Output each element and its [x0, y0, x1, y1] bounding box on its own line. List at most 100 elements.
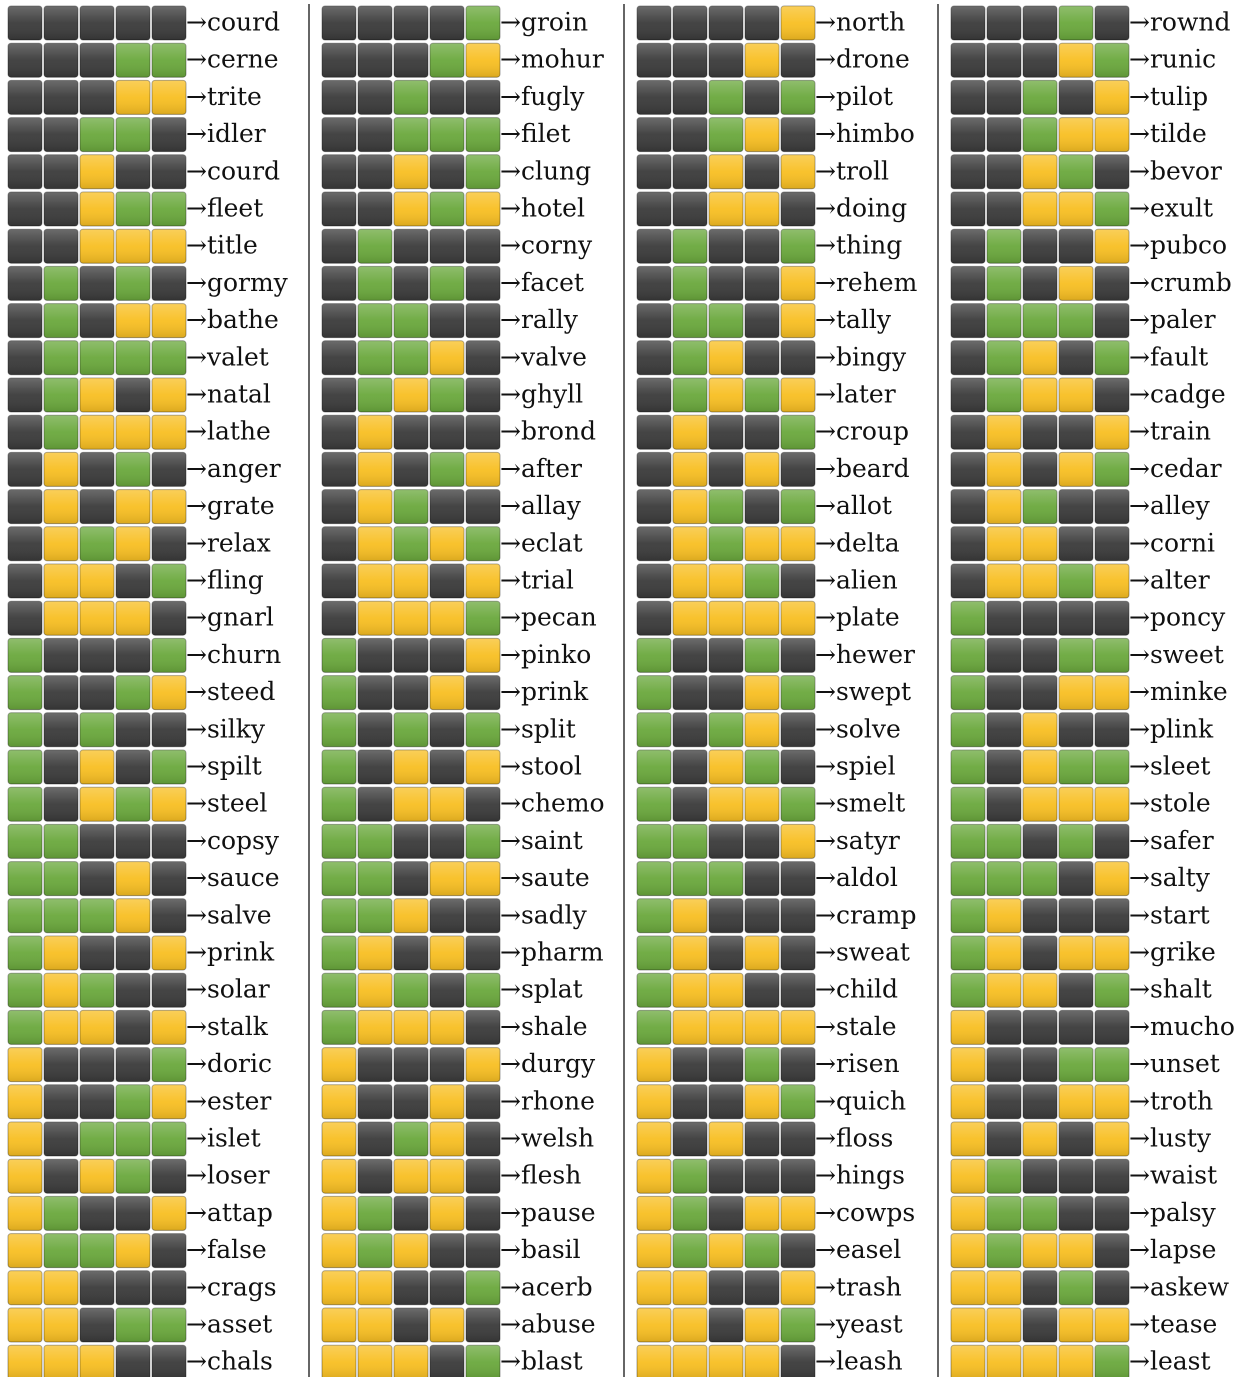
tile-shine: [951, 1308, 985, 1342]
word: →waist: [1129, 1161, 1217, 1190]
tile-shine: [358, 378, 392, 412]
tile-shine: [1023, 601, 1057, 636]
tile-shine: [745, 1084, 779, 1119]
tile-shine: [80, 1159, 114, 1194]
tile-shine: [1023, 1196, 1057, 1231]
tile-shine: [358, 824, 392, 859]
word: →train: [1129, 417, 1211, 446]
tile-shine: [466, 936, 500, 970]
tile-shine: [781, 1010, 815, 1045]
word: →pause: [500, 1198, 596, 1227]
tile-shine: [951, 1047, 985, 1082]
tile-shine: [637, 824, 671, 859]
tile-shine: [781, 824, 815, 859]
tile-shine: [8, 526, 42, 561]
word: →pinko: [500, 640, 591, 669]
tile-shine: [8, 154, 42, 189]
tile-shine: [1059, 266, 1093, 301]
tile-shine: [745, 340, 779, 375]
tile-shine: [8, 266, 42, 301]
tile-shine: [1095, 750, 1129, 784]
tile-shine: [80, 154, 114, 189]
word: →later: [815, 380, 896, 409]
tile-shine: [394, 1308, 428, 1342]
tile-shine: [466, 117, 500, 152]
tile-shine: [430, 117, 464, 152]
tile-shine: [781, 1159, 815, 1194]
tile-shine: [781, 378, 815, 412]
tile-shine: [116, 1308, 150, 1342]
tile-shine: [322, 1122, 356, 1156]
tile-shine: [394, 1084, 428, 1119]
tile-shine: [152, 340, 186, 375]
tile-shine: [80, 675, 114, 710]
tile-shine: [44, 489, 78, 524]
tile-shine: [152, 861, 186, 896]
word: →relax: [186, 528, 271, 557]
tile-shine: [152, 526, 186, 561]
tile-shine: [951, 787, 985, 822]
tile-shine: [1095, 898, 1129, 933]
tile-shine: [8, 1308, 42, 1342]
tile-shine: [1023, 1010, 1057, 1045]
word: →corny: [500, 231, 593, 260]
tile-shine: [358, 1047, 392, 1082]
word: →corni: [1129, 528, 1215, 557]
tile-shine: [781, 303, 815, 338]
tile-shine: [709, 6, 743, 40]
word: →cadge: [1129, 380, 1226, 409]
tile-shine: [44, 936, 78, 970]
word: →himbo: [815, 119, 915, 148]
tile-shine: [80, 526, 114, 561]
tile-shine: [1059, 192, 1093, 226]
tile-shine: [152, 638, 186, 673]
tile-shine: [1023, 1270, 1057, 1305]
tile-shine: [358, 898, 392, 933]
tile-shine: [80, 1308, 114, 1342]
word: →gnarl: [186, 603, 274, 632]
tile-shine: [637, 1122, 671, 1156]
tile-shine: [394, 80, 428, 115]
tile-shine: [8, 973, 42, 1008]
word: →saute: [500, 863, 590, 892]
tile-shine: [80, 936, 114, 970]
tile-shine: [358, 6, 392, 40]
tile-shine: [466, 43, 500, 78]
tile-shine: [781, 80, 815, 115]
tile-shine: [80, 229, 114, 264]
tile-shine: [745, 898, 779, 933]
word: →durgy: [500, 1049, 596, 1078]
word: →solve: [815, 714, 901, 743]
tile-shine: [322, 526, 356, 561]
word: →exult: [1129, 194, 1213, 223]
tile-shine: [1023, 192, 1057, 226]
tile-shine: [8, 936, 42, 970]
tile-shine: [430, 415, 464, 450]
tile-shine: [116, 564, 150, 598]
tile-shine: [637, 6, 671, 40]
tile-shine: [8, 712, 42, 747]
tile-shine: [951, 266, 985, 301]
tile-shine: [466, 564, 500, 598]
tile-shine: [466, 973, 500, 1008]
tile-shine: [394, 303, 428, 338]
tile-shine: [745, 43, 779, 78]
tile-shine: [358, 1270, 392, 1305]
word: →swept: [815, 677, 911, 706]
tile-shine: [358, 526, 392, 561]
tile-shine: [709, 266, 743, 301]
tile-shine: [8, 43, 42, 78]
word: →basil: [500, 1235, 581, 1264]
tile-shine: [1023, 1308, 1057, 1342]
tile-shine: [116, 1270, 150, 1305]
tile-shine: [1023, 6, 1057, 40]
tile-shine: [987, 750, 1021, 784]
tile-shine: [44, 824, 78, 859]
word: →crags: [186, 1272, 277, 1301]
tile-shine: [394, 601, 428, 636]
tile-shine: [80, 973, 114, 1008]
word: →alter: [1129, 566, 1210, 595]
tile-shine: [116, 824, 150, 859]
tile-shine: [152, 6, 186, 40]
tile-shine: [44, 898, 78, 933]
